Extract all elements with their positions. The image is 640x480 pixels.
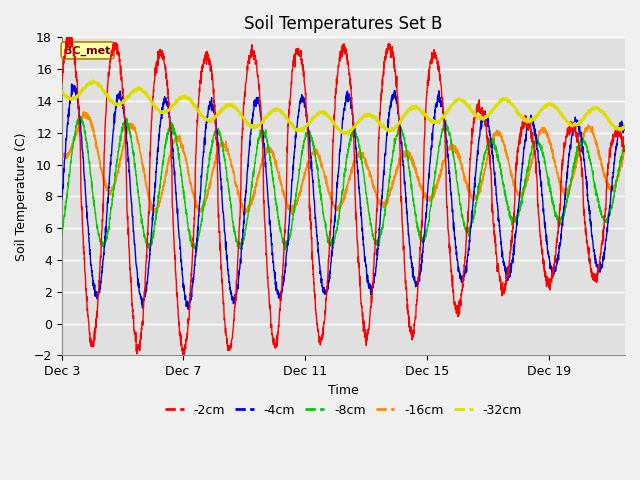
- X-axis label: Time: Time: [328, 384, 358, 397]
- Text: BC_met: BC_met: [65, 45, 111, 56]
- Title: Soil Temperatures Set B: Soil Temperatures Set B: [244, 15, 442, 33]
- Y-axis label: Soil Temperature (C): Soil Temperature (C): [15, 132, 28, 261]
- Legend: -2cm, -4cm, -8cm, -16cm, -32cm: -2cm, -4cm, -8cm, -16cm, -32cm: [161, 400, 525, 420]
